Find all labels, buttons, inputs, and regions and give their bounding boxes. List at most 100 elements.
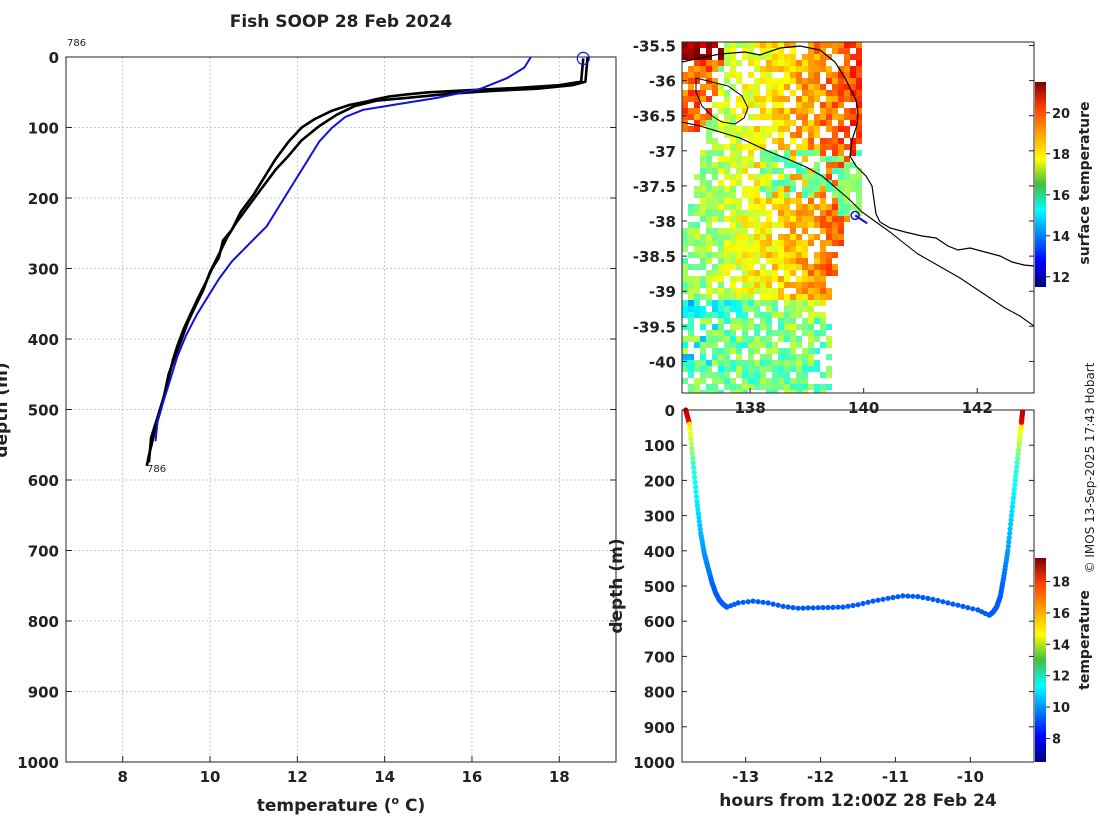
map-sst-pixel [742, 186, 748, 192]
map-sst-pixel [718, 54, 724, 60]
map-sst-pixel [712, 168, 718, 174]
map-x-tick-label: 142 [962, 399, 993, 417]
map-sst-pixel [856, 108, 862, 114]
map-sst-pixel [736, 228, 742, 234]
map-sst-pixel [700, 168, 706, 174]
map-sst-pixel [784, 300, 790, 306]
map-sst-pixel [748, 234, 754, 240]
map-sst-pixel [742, 108, 748, 114]
section-point [970, 606, 976, 612]
map-sst-pixel [760, 318, 766, 324]
map-sst-pixel [796, 336, 802, 342]
map-sst-pixel [778, 126, 784, 132]
map-sst-pixel [694, 210, 700, 216]
section-point [915, 594, 921, 600]
map-sst-pixel [808, 288, 814, 294]
map-sst-pixel [760, 282, 766, 288]
map-sst-pixel [844, 84, 850, 90]
map-sst-pixel [718, 360, 724, 366]
map-sst-pixel [730, 384, 736, 390]
map-sst-pixel [724, 228, 730, 234]
map-sst-pixel [730, 240, 736, 246]
section-point [1012, 477, 1018, 483]
map-sst-pixel [730, 120, 736, 126]
map-sst-pixel [682, 246, 688, 252]
map-sst-pixel [796, 300, 802, 306]
map-sst-pixel [826, 354, 832, 360]
map-sst-pixel [790, 354, 796, 360]
map-sst-pixel [754, 276, 760, 282]
map-sst-pixel [700, 306, 706, 312]
map-sst-pixel [724, 72, 730, 78]
map-sst-pixel [700, 276, 706, 282]
map-sst-pixel [718, 120, 724, 126]
map-sst-pixel [826, 114, 832, 120]
map-sst-pixel [802, 330, 808, 336]
map-sst-pixel [736, 354, 742, 360]
map-sst-pixel [772, 330, 778, 336]
map-sst-pixel [712, 360, 718, 366]
map-sst-pixel [706, 168, 712, 174]
map-sst-pixel [718, 90, 724, 96]
map-sst-pixel [790, 150, 796, 156]
map-sst-pixel [742, 264, 748, 270]
map-sst-pixel [736, 390, 742, 393]
section-point [688, 440, 695, 446]
map-sst-pixel [718, 372, 724, 378]
map-sst-pixel [802, 150, 808, 156]
map-sst-pixel [718, 198, 724, 204]
section-point [1010, 499, 1016, 505]
section-point [885, 595, 891, 601]
map-sst-pixel [784, 150, 790, 156]
map-sst-pixel [742, 270, 748, 276]
map-sst-pixel [730, 276, 736, 282]
map-sst-pixel [832, 72, 838, 78]
map-sst-pixel [808, 96, 814, 102]
map-sst-pixel [712, 42, 718, 48]
section-point [765, 600, 771, 606]
map-sst-pixel [820, 42, 826, 48]
map-track-marker [850, 210, 860, 221]
map-sst-pixel [820, 144, 826, 150]
map-sst-pixel [694, 42, 700, 48]
section-point [805, 605, 811, 611]
map-sst-pixel [802, 258, 808, 264]
map-sst-pixel [682, 348, 688, 354]
map-sst-pixel [784, 42, 790, 48]
section-x-tick-label: -11 [882, 768, 909, 786]
map-sst-pixel [724, 78, 730, 84]
map-sst-pixel [808, 144, 814, 150]
map-sst-pixel [742, 192, 748, 198]
map-sst-pixel [832, 180, 838, 186]
section-point [965, 605, 971, 611]
section-point [780, 603, 786, 610]
map-sst-pixel [802, 126, 808, 132]
map-sst-pixel [802, 246, 808, 252]
map-sst-pixel [808, 150, 814, 156]
map-sst-pixel [694, 126, 700, 132]
map-sst-pixel [784, 204, 790, 210]
section-x-ticks: -13 -12 -11 -10 [732, 757, 984, 786]
map-sst-pixel [724, 306, 730, 312]
map-sst-pixel [760, 234, 766, 240]
map-sst-pixel [742, 228, 748, 234]
map-sst-pixel [832, 168, 838, 174]
map-sst-pixel [778, 156, 784, 162]
map-sst-pixel [784, 126, 790, 132]
map-sst-pixel [766, 96, 772, 102]
map-sst-pixel [802, 186, 808, 192]
map-sst-pixel [724, 264, 730, 270]
map-sst-pixel [724, 126, 730, 132]
map-sst-pixel [712, 336, 718, 342]
map-sst-pixel [766, 318, 772, 324]
map-sst-pixel [766, 222, 772, 228]
map-sst-pixel [748, 258, 754, 264]
section-point [950, 601, 956, 607]
map-sst-pixel [838, 210, 844, 216]
map-sst-pixel [700, 90, 706, 96]
map-sst-pixel [796, 204, 802, 210]
island-outline [695, 77, 749, 125]
map-sst-pixel [826, 72, 832, 78]
map-sst-pixel [826, 294, 832, 300]
map-sst-pixel [820, 246, 826, 252]
